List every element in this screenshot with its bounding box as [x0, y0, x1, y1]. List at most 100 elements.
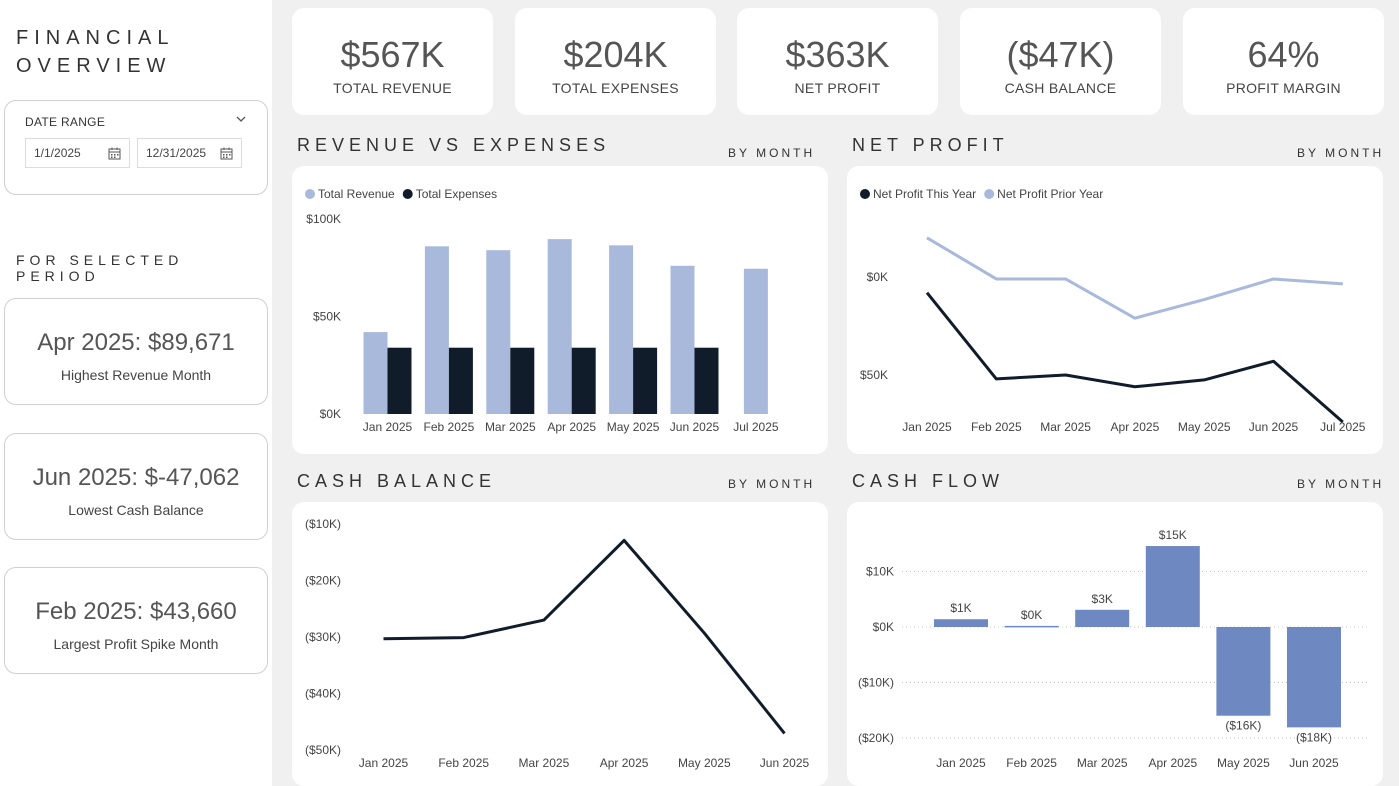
revenue-expenses-panel: Total Revenue Total Expenses $0K $50K $100K J…: [292, 166, 828, 454]
cash-flow-sub: BY MONTH: [1297, 477, 1385, 491]
profit-spike-card: Feb 2025: $43,660 Largest Profit Spike M…: [4, 567, 268, 674]
cash-flow-bar: [1145, 546, 1200, 627]
y-tick-label: $0K: [867, 270, 888, 284]
x-tick-label: Mar 2025: [519, 756, 570, 770]
y-tick-label: ($40K): [305, 687, 341, 701]
net-profit-this-year-line: [925, 291, 1344, 424]
x-tick-label: May 2025: [1178, 420, 1231, 434]
date-range-label: DATE RANGE: [25, 115, 106, 129]
y-tick-label: ($30K): [305, 630, 341, 644]
legend-label: Total Revenue: [318, 187, 395, 201]
chevron-down-icon[interactable]: [235, 113, 247, 125]
cash-flow-title: CASH FLOW: [852, 471, 1005, 491]
expenses-bar: [694, 347, 719, 414]
kpi-value: $204K: [563, 34, 668, 75]
stat-caption: Lowest Cash Balance: [68, 502, 204, 518]
revenue-bar: [609, 245, 634, 414]
calendar-icon[interactable]: [108, 147, 121, 160]
data-label: $1K: [950, 601, 971, 615]
revenue-expenses-sub: BY MONTH: [728, 146, 816, 160]
x-tick-label: Jun 2025: [1289, 756, 1339, 770]
x-tick-label: Apr 2025: [1111, 420, 1160, 434]
x-tick-label: Jan 2025: [902, 420, 952, 434]
kpi-value: $567K: [340, 34, 445, 75]
x-tick-label: Jul 2025: [733, 420, 779, 434]
net-profit-sub: BY MONTH: [1297, 146, 1385, 160]
revenue-bar: [743, 268, 768, 414]
x-tick-label: Feb 2025: [971, 420, 1022, 434]
stat-value: Jun 2025: $-47,062: [32, 464, 240, 491]
expenses-bar: [387, 347, 412, 414]
kpi-value: 64%: [1247, 34, 1320, 75]
net-profit-chart: Net Profit This Year Net Profit Prior Yea…: [860, 187, 1366, 434]
sidebar: FINANCIAL OVERVIEW DATE RANGE 1/1/2025 1…: [0, 0, 272, 786]
stat-value: Apr 2025: $89,671: [37, 329, 235, 356]
x-tick-label: Jan 2025: [363, 420, 413, 434]
x-tick-label: Apr 2025: [547, 420, 596, 434]
revenue-bar: [486, 250, 511, 414]
app-title: FINANCIAL OVERVIEW: [16, 24, 174, 80]
y-tick-label: $50K: [860, 368, 888, 382]
highest-revenue-card: Apr 2025: $89,671 Highest Revenue Month: [4, 298, 268, 405]
cash-balance-chart: ($10K) ($20K) ($30K) ($40K) ($50K) Jan 2025 Fe…: [305, 517, 810, 770]
legend-marker: [860, 189, 870, 199]
data-label: $15K: [1159, 528, 1187, 542]
revenue-expenses-chart: Total Revenue Total Expenses $0K $50K $100K J…: [305, 187, 779, 434]
cash-balance-line: [383, 538, 786, 735]
y-tick-label: $10K: [866, 565, 894, 579]
kpi-label: PROFIT MARGIN: [1226, 80, 1341, 96]
calendar-icon[interactable]: [220, 147, 233, 160]
net-profit-prior-year-line: [926, 236, 1343, 320]
x-tick-label: Jun 2025: [1249, 420, 1299, 434]
kpi-value: $363K: [785, 34, 890, 75]
kpi-label: TOTAL REVENUE: [333, 80, 452, 96]
start-date-value: 1/1/2025: [34, 146, 81, 160]
y-tick-label: $0K: [873, 620, 894, 634]
lowest-cash-card: Jun 2025: $-47,062 Lowest Cash Balance: [4, 433, 268, 540]
legend-marker: [305, 189, 315, 199]
period-title: FOR SELECTED PERIOD: [16, 252, 184, 284]
y-tick-label: ($20K): [858, 731, 894, 745]
cash-balance-title: CASH BALANCE: [297, 471, 497, 491]
legend-label: Net Profit This Year: [873, 187, 976, 201]
end-date-input[interactable]: 12/31/2025: [137, 138, 242, 168]
cash-balance-panel: ($10K) ($20K) ($30K) ($40K) ($50K) Jan 2025 Fe…: [292, 502, 828, 786]
x-tick-label: May 2025: [1217, 756, 1270, 770]
start-date-input[interactable]: 1/1/2025: [25, 138, 130, 168]
revenue-bar: [670, 265, 695, 414]
data-label: ($16K): [1225, 719, 1261, 733]
x-tick-label: May 2025: [607, 420, 660, 434]
kpi-label: CASH BALANCE: [1004, 80, 1117, 96]
x-tick-label: Jul 2025: [1320, 420, 1366, 434]
revenue-bar: [363, 332, 388, 414]
legend-marker: [984, 189, 995, 199]
stat-value: Feb 2025: $43,660: [35, 598, 237, 625]
cash-flow-bar: [1216, 627, 1271, 716]
x-tick-label: Mar 2025: [1077, 756, 1128, 770]
kpi-total-expenses: $204K TOTAL EXPENSES: [515, 8, 716, 115]
date-range-filter: DATE RANGE 1/1/2025 12/31/2025: [4, 100, 268, 195]
x-tick-label: Mar 2025: [485, 420, 536, 434]
expenses-bar: [633, 347, 658, 414]
kpi-label: NET PROFIT: [794, 80, 881, 96]
x-tick-label: Feb 2025: [1006, 756, 1057, 770]
y-tick-label: ($20K): [305, 574, 341, 588]
y-tick-label: ($50K): [305, 743, 341, 757]
x-tick-label: Mar 2025: [1040, 420, 1091, 434]
kpi-cash-balance: ($47K) CASH BALANCE: [960, 8, 1161, 115]
revenue-bar: [424, 246, 449, 414]
app-title-line1: FINANCIAL: [16, 27, 175, 49]
y-tick-label: $50K: [313, 310, 341, 324]
stat-caption: Highest Revenue Month: [60, 367, 212, 383]
expenses-bar: [571, 347, 596, 414]
cash-flow-bar: [1287, 627, 1341, 728]
x-tick-label: Feb 2025: [438, 756, 489, 770]
x-tick-label: Jan 2025: [359, 756, 409, 770]
cash-flow-panel: $10K $0K ($10K) ($20K) $1K $0K $3K $15K ($16K) ($…: [847, 502, 1383, 786]
data-label: ($18K): [1296, 730, 1332, 744]
kpi-net-profit: $363K NET PROFIT: [737, 8, 938, 115]
cash-flow-bar: [1075, 609, 1130, 627]
x-tick-label: Jun 2025: [670, 420, 720, 434]
cash-flow-bar: [934, 619, 988, 627]
end-date-value: 12/31/2025: [146, 146, 207, 160]
